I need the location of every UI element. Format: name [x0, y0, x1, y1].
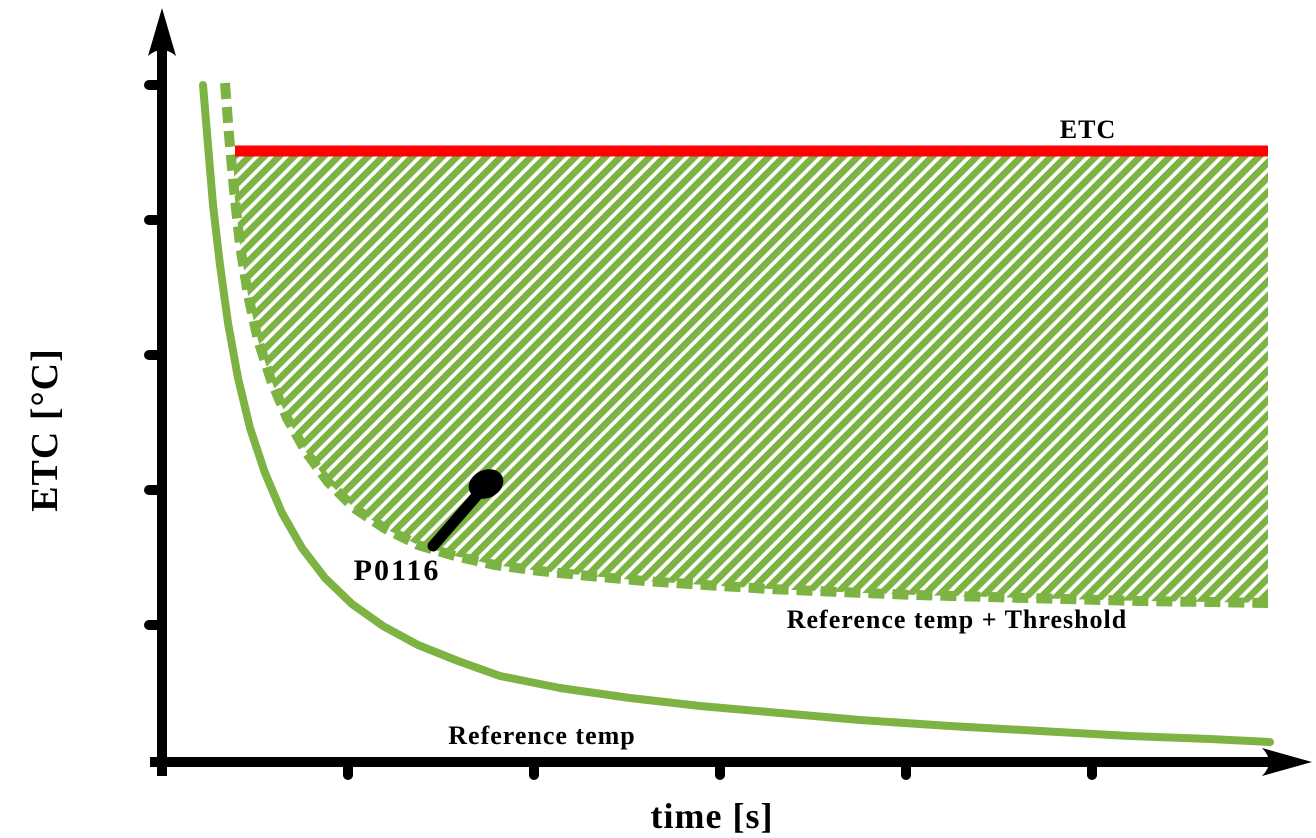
- x-axis-arrow-icon: [1262, 748, 1312, 776]
- axes: [144, 8, 1312, 780]
- ref-plus-threshold-curve: [220, 82, 1269, 608]
- y-axis-title: ETC [°C]: [24, 348, 66, 512]
- p0116-marker-label: P0116: [353, 554, 441, 587]
- p0116-pin-head-icon: [468, 469, 504, 499]
- p0116-pin-tail: [427, 487, 485, 552]
- y-axis-arrow-icon: [148, 8, 176, 56]
- marker-pin: [427, 469, 504, 552]
- ref-plus-threshold-label: Reference temp + Threshold: [786, 605, 1128, 634]
- etc-line-label: ETC: [1059, 115, 1117, 144]
- x-axis-title: time [s]: [650, 796, 774, 836]
- reference-temp-curve: [199, 81, 1274, 746]
- reference-temp-label: Reference temp: [448, 721, 636, 750]
- series-curves: [199, 81, 1274, 746]
- fault-region-fill: [234, 156, 1268, 603]
- hatched-fault-region: [234, 156, 1268, 603]
